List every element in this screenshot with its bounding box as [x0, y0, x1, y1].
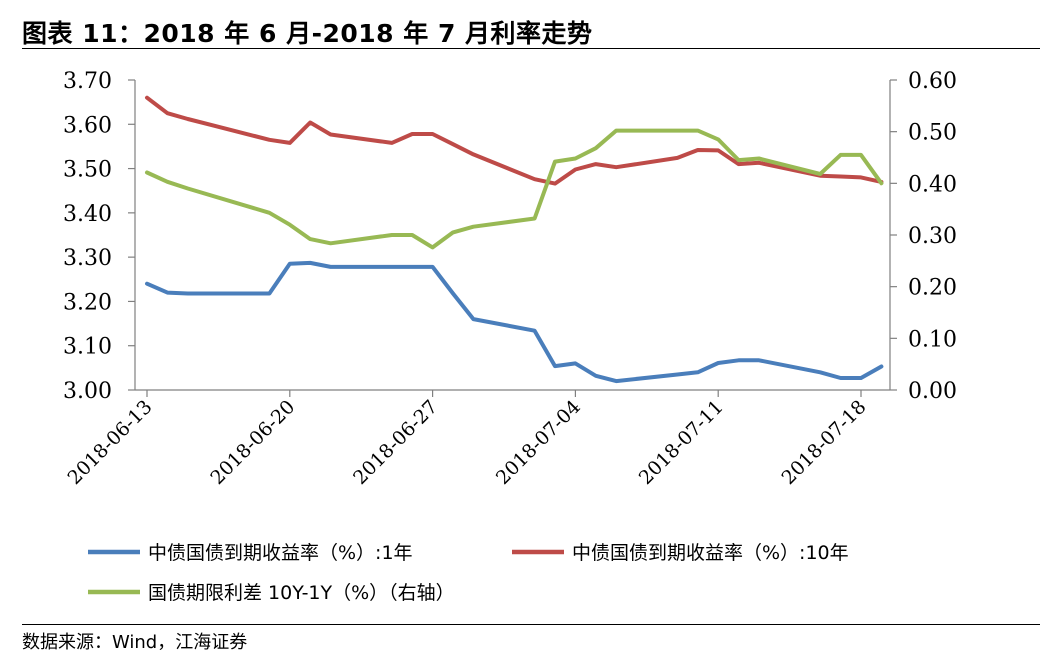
right-tick-label: 0.40: [908, 172, 957, 197]
x-tick-label: 2018-06-27: [349, 396, 442, 489]
left-tick-label: 3.60: [63, 113, 112, 138]
title-rule: [22, 48, 1040, 49]
left-tick-label: 3.40: [63, 202, 112, 227]
right-tick-label: 0.10: [908, 327, 957, 352]
legend-label-1: 中债国债到期收益率（%）:1年: [148, 542, 413, 564]
right-tick-label: 0.50: [908, 121, 957, 146]
right-tick-label: 0.60: [908, 69, 957, 94]
series-line-2: [145, 95, 884, 186]
legend-label-3: 国债期限利差 10Y-1Y（%）（右轴）: [148, 582, 455, 604]
left-tick-label: 3.70: [63, 69, 112, 94]
x-tick-label: 2018-06-20: [206, 396, 299, 489]
source-note: 数据来源：Wind，江海证券: [22, 632, 248, 653]
left-tick-label: 3.20: [63, 290, 112, 315]
left-tick-label: 3.10: [63, 335, 112, 360]
x-tick-label: 2018-07-11: [635, 396, 728, 489]
left-tick-label: 3.50: [63, 158, 112, 183]
left-tick-label: 3.30: [63, 246, 112, 271]
right-tick-label: 0.20: [908, 276, 957, 301]
left-tick-label: 3.00: [63, 379, 112, 404]
right-tick-label: 0.30: [908, 224, 957, 249]
x-tick-label: 2018-07-04: [492, 396, 585, 489]
x-tick-label: 2018-06-13: [64, 396, 157, 489]
series-line-1: [145, 260, 884, 384]
source-rule: [22, 624, 1040, 625]
series-line-3: [145, 128, 884, 250]
right-tick-label: 0.00: [908, 379, 957, 404]
legend-label-2: 中债国债到期收益率（%）:10年: [572, 542, 849, 564]
chart-title: 图表 11：2018 年 6 月-2018 年 7 月利率走势: [22, 19, 593, 48]
x-tick-label: 2018-07-18: [778, 396, 871, 489]
